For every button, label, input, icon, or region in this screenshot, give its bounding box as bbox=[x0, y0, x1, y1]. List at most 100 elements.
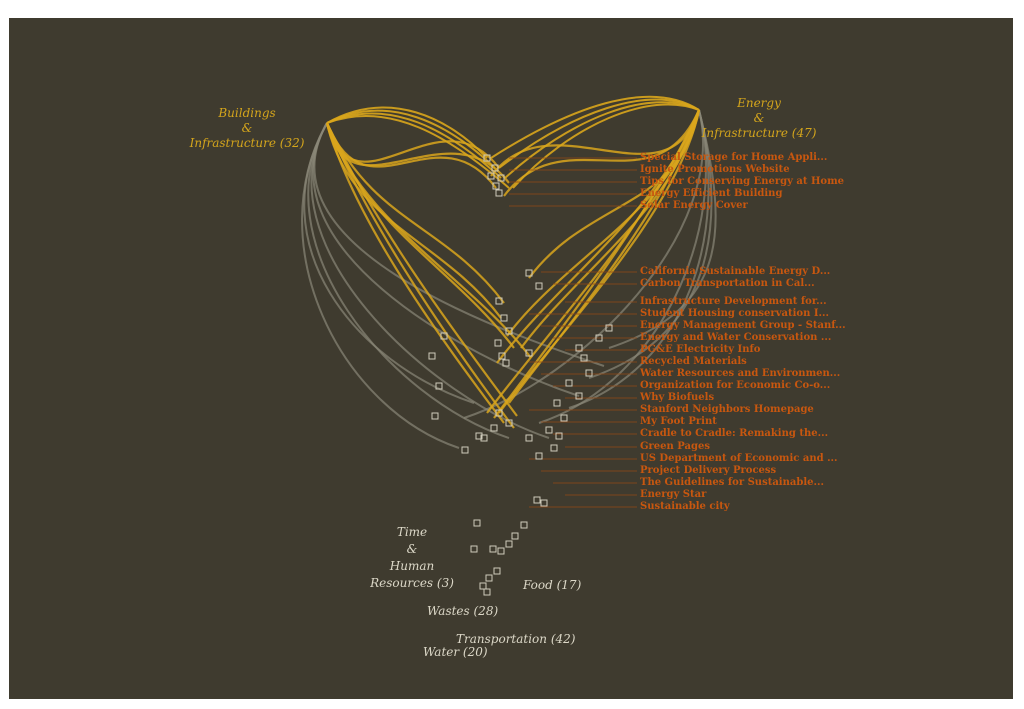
category-water[interactable]: Water (20) bbox=[423, 645, 488, 659]
resource-item[interactable]: Water Resources and Environmen... bbox=[640, 368, 841, 379]
link-curve bbox=[325, 122, 497, 189]
node-marker[interactable] bbox=[520, 521, 528, 529]
resource-item[interactable]: Stanford Neighbors Homepage bbox=[640, 404, 814, 415]
resource-list: Special Storage for Home Appli... Ignite… bbox=[640, 152, 1000, 552]
node-marker[interactable] bbox=[505, 327, 513, 335]
resource-item[interactable]: PG&E Electricity Info bbox=[640, 344, 761, 355]
link-curve bbox=[538, 109, 707, 424]
node-marker[interactable] bbox=[497, 174, 505, 182]
node-marker[interactable] bbox=[575, 392, 583, 400]
resource-item[interactable]: Student Housing conservation I... bbox=[640, 308, 829, 319]
node-marker[interactable] bbox=[480, 434, 488, 442]
node-marker[interactable] bbox=[489, 545, 497, 553]
resource-item[interactable]: US Department of Economic and ... bbox=[640, 453, 838, 464]
node-marker[interactable] bbox=[473, 519, 481, 527]
resource-item[interactable]: My Foot Print bbox=[640, 416, 717, 427]
node-marker[interactable] bbox=[511, 532, 519, 540]
node-marker[interactable] bbox=[533, 496, 541, 504]
resource-item[interactable]: Ignite Promotions Website bbox=[640, 164, 790, 175]
resource-item[interactable]: Infrastructure Development for... bbox=[640, 296, 827, 307]
node-marker[interactable] bbox=[428, 352, 436, 360]
node-marker[interactable] bbox=[492, 182, 500, 190]
link-curve bbox=[588, 109, 713, 379]
node-marker[interactable] bbox=[479, 582, 487, 590]
resource-item[interactable]: Cradle to Cradle: Remaking the... bbox=[640, 428, 829, 439]
resource-item[interactable]: Why Biofuels bbox=[640, 392, 715, 403]
node-marker[interactable] bbox=[555, 432, 563, 440]
resource-item[interactable]: Sustainable city bbox=[640, 501, 730, 512]
node-marker[interactable] bbox=[505, 419, 513, 427]
node-marker[interactable] bbox=[495, 297, 503, 305]
category-energy-infrastructure[interactable]: Energy & Infrastructure (47) bbox=[699, 96, 819, 141]
node-marker[interactable] bbox=[497, 547, 505, 555]
resource-item[interactable]: Energy Management Group - Stanf... bbox=[640, 320, 846, 331]
node-marker[interactable] bbox=[560, 414, 568, 422]
node-marker[interactable] bbox=[550, 444, 558, 452]
resource-item[interactable]: Energy and Water Conservation ... bbox=[640, 332, 832, 343]
node-marker[interactable] bbox=[605, 324, 613, 332]
link-curve bbox=[486, 109, 701, 414]
node-marker[interactable] bbox=[490, 424, 498, 432]
resource-item[interactable]: Organization for Economic Co-o... bbox=[640, 380, 831, 391]
node-marker[interactable] bbox=[553, 399, 561, 407]
resource-item[interactable]: Green Pages bbox=[640, 441, 710, 452]
resource-item[interactable]: Project Delivery Process bbox=[640, 465, 777, 476]
link-curve bbox=[307, 122, 510, 439]
category-transportation[interactable]: Transportation (42) bbox=[456, 632, 576, 646]
node-marker[interactable] bbox=[502, 359, 510, 367]
node-marker[interactable] bbox=[491, 164, 499, 172]
resource-item[interactable]: Tips for Conserving Energy at Home bbox=[640, 176, 845, 187]
node-marker[interactable] bbox=[535, 282, 543, 290]
link-curve bbox=[326, 109, 496, 169]
node-marker[interactable] bbox=[487, 172, 495, 180]
node-marker[interactable] bbox=[440, 332, 448, 340]
node-marker[interactable] bbox=[580, 354, 588, 362]
node-marker[interactable] bbox=[483, 154, 491, 162]
node-marker[interactable] bbox=[435, 382, 443, 390]
resource-item[interactable]: Energy Star bbox=[640, 489, 707, 500]
category-time-human-resources[interactable]: Time & Human Resources (3) bbox=[367, 524, 457, 592]
node-marker[interactable] bbox=[461, 446, 469, 454]
resource-item[interactable]: Carbon Transportation in Cal... bbox=[640, 278, 815, 289]
category-food[interactable]: Food (17) bbox=[523, 578, 582, 592]
node-marker[interactable] bbox=[575, 344, 583, 352]
node-marker[interactable] bbox=[545, 426, 553, 434]
node-marker[interactable] bbox=[585, 369, 593, 377]
node-marker[interactable] bbox=[483, 588, 491, 596]
link-curve bbox=[325, 122, 532, 359]
node-marker[interactable] bbox=[525, 349, 533, 357]
category-label: & bbox=[406, 542, 418, 556]
node-marker[interactable] bbox=[431, 412, 439, 420]
resource-item[interactable]: Solar Energy Cover bbox=[640, 200, 748, 211]
node-marker[interactable] bbox=[495, 189, 503, 197]
node-marker[interactable] bbox=[535, 452, 543, 460]
link-curve bbox=[512, 103, 700, 189]
node-marker[interactable] bbox=[470, 545, 478, 553]
node-marker[interactable] bbox=[565, 379, 573, 387]
category-label: & bbox=[753, 111, 765, 125]
resource-item[interactable]: The Guidelines for Sustainable... bbox=[640, 477, 824, 488]
resource-item[interactable]: Energy Efficient Building bbox=[640, 188, 783, 199]
category-label: Human bbox=[389, 559, 435, 573]
resource-item[interactable]: Recycled Materials bbox=[640, 356, 747, 367]
node-marker[interactable] bbox=[540, 499, 548, 507]
resource-item[interactable]: Special Storage for Home Appli... bbox=[640, 152, 828, 163]
category-label: & bbox=[241, 121, 253, 135]
category-label: Resources (3) bbox=[370, 576, 454, 590]
category-wastes[interactable]: Wastes (28) bbox=[427, 604, 499, 618]
node-marker[interactable] bbox=[500, 314, 508, 322]
category-buildings-infrastructure[interactable]: Buildings & Infrastructure (32) bbox=[187, 106, 307, 151]
node-marker[interactable] bbox=[498, 352, 506, 360]
node-marker[interactable] bbox=[493, 567, 501, 575]
node-marker[interactable] bbox=[595, 334, 603, 342]
node-marker[interactable] bbox=[525, 434, 533, 442]
resource-item[interactable]: California Sustainable Energy D... bbox=[640, 266, 831, 277]
node-marker[interactable] bbox=[485, 574, 493, 582]
node-marker[interactable] bbox=[505, 540, 513, 548]
category-label: Time bbox=[396, 525, 428, 539]
node-marker[interactable] bbox=[525, 269, 533, 277]
node-marker[interactable] bbox=[475, 432, 483, 440]
link-curve bbox=[503, 109, 701, 197]
node-marker[interactable] bbox=[495, 409, 503, 417]
node-marker[interactable] bbox=[494, 339, 502, 347]
